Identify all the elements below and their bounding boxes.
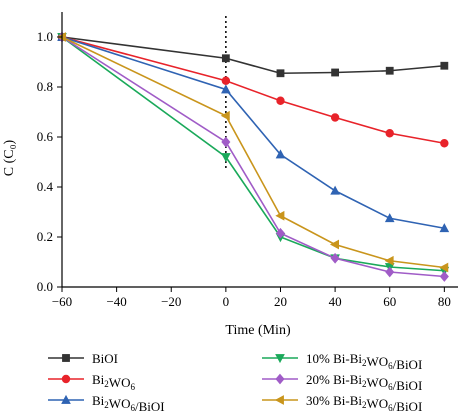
data-point: [385, 129, 394, 138]
y-tick-label: 1.0: [37, 29, 53, 44]
y-tick-label: 0.6: [37, 129, 54, 144]
x-tick-label: −60: [52, 294, 72, 309]
data-point: [221, 84, 231, 94]
x-tick-label: 0: [223, 294, 230, 309]
series-line: [61, 36, 445, 269]
data-point: [220, 110, 230, 121]
legend-label: 10% Bi-Bi2WO6/BiOI: [306, 351, 422, 372]
legend-label: 30% Bi-Bi2WO6/BiOI: [306, 393, 422, 414]
data-point: [221, 136, 231, 148]
data-point: [275, 210, 285, 221]
x-tick-label: 40: [329, 294, 342, 309]
legend-item-6: 30% Bi-Bi2WO6/BiOI: [262, 393, 422, 414]
data-point: [331, 68, 340, 77]
x-tick-label: 80: [438, 294, 451, 309]
data-point: [221, 153, 231, 163]
legend-marker: [61, 374, 71, 384]
data-point: [440, 61, 449, 70]
y-tick-label: 0.4: [37, 179, 54, 194]
x-tick-label: −40: [106, 294, 126, 309]
x-tick-label: 20: [274, 294, 287, 309]
legend-label: BiOI: [92, 351, 118, 366]
plot-area: [56, 16, 450, 282]
x-tick-label: −20: [161, 294, 181, 309]
data-point: [330, 185, 340, 195]
data-point: [221, 76, 231, 85]
y-axis-title: C (C₀): [2, 139, 17, 176]
y-tick-label: 0.2: [37, 229, 53, 244]
axes: −60 −40 −20 0 20 40 60 80 0.0 0.2 0.4 0.6 0.8 1.0: [37, 12, 458, 309]
data-point: [385, 266, 395, 278]
data-point: [439, 262, 449, 273]
legend-item-3: Bi2WO6/BiOI: [48, 393, 165, 414]
data-point: [276, 69, 285, 78]
y-tick-label: 0.0: [37, 279, 53, 294]
series-line: [61, 36, 445, 145]
legend-label: Bi2WO6/BiOI: [92, 393, 165, 414]
data-point: [439, 271, 449, 282]
x-tick-label: 60: [383, 294, 396, 309]
x-axis-title: Time (Min): [225, 323, 291, 338]
legend-marker: [274, 395, 284, 405]
series-2: [57, 32, 449, 148]
legend-item-1: BiOI: [48, 351, 118, 366]
legend-label: Bi2WO6: [92, 372, 135, 392]
legend-item-4: 10% Bi-Bi2WO6/BiOI: [262, 351, 422, 372]
series-5: [57, 31, 449, 282]
data-point: [439, 223, 450, 233]
legend-item-5: 20% Bi-Bi2WO6/BiOI: [262, 372, 422, 393]
legend-marker: [61, 394, 71, 404]
data-point: [330, 113, 340, 122]
data-point: [330, 252, 340, 264]
data-point: [276, 96, 285, 105]
series-line: [61, 36, 445, 230]
legend-item-2: Bi2WO6: [48, 372, 135, 392]
data-point: [329, 239, 340, 250]
data-point: [275, 149, 286, 159]
data-point: [385, 66, 394, 75]
series-line: [61, 36, 445, 272]
data-point: [384, 255, 394, 266]
series-line: [61, 36, 445, 278]
legend-label: 20% Bi-Bi2WO6/BiOI: [306, 372, 422, 393]
data-point: [275, 227, 286, 239]
legend-marker: [275, 354, 285, 364]
legend-marker: [275, 373, 285, 385]
legend-marker: [62, 354, 70, 362]
y-tick-label: 0.8: [37, 79, 53, 94]
series-line: [61, 36, 445, 75]
data-point: [384, 213, 395, 223]
data-point: [440, 139, 449, 148]
data-point: [221, 54, 230, 63]
